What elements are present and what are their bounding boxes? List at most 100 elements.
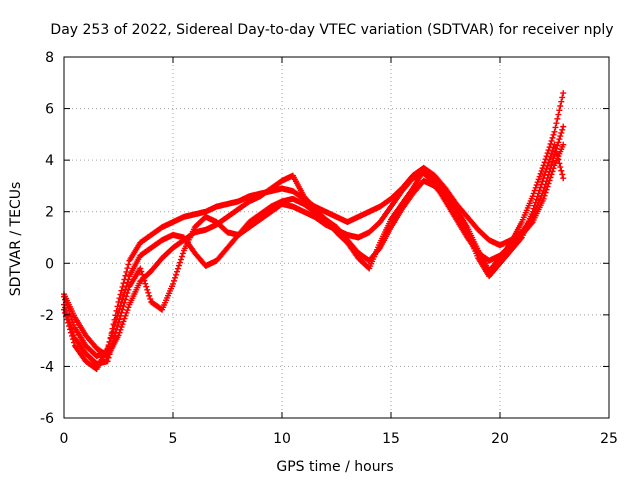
- data-point: [547, 153, 554, 160]
- y-tick-label: -6: [40, 411, 54, 427]
- data-point: [559, 171, 566, 178]
- data-point: [548, 171, 555, 178]
- y-tick-label: 0: [45, 256, 54, 272]
- data-point: [549, 134, 556, 141]
- data-point: [557, 133, 564, 140]
- data-point: [537, 170, 544, 177]
- data-point: [539, 165, 546, 172]
- data-point: [556, 107, 563, 114]
- data-point: [125, 261, 132, 268]
- axis-ticks: 0 5 10 15 20 25 -6 -4 -2 0 2 4 6 8: [40, 50, 618, 447]
- data-point: [68, 332, 75, 339]
- data-point: [547, 174, 554, 181]
- data-point: [550, 165, 557, 172]
- data-point: [452, 207, 459, 214]
- data-point: [118, 324, 125, 331]
- data-point: [560, 90, 567, 97]
- x-tick-label: 5: [169, 431, 178, 447]
- data-point: [538, 167, 545, 174]
- data-point: [558, 129, 565, 136]
- data-point: [142, 280, 149, 287]
- series-satellite-track-4: [61, 141, 567, 373]
- data-point: [559, 126, 566, 133]
- data-point: [119, 296, 126, 303]
- data-point: [118, 299, 125, 306]
- data-point: [545, 159, 552, 166]
- data-point: [69, 336, 76, 343]
- data-point: [137, 265, 144, 272]
- data-point: [111, 322, 118, 329]
- data-point: [538, 181, 545, 188]
- data-point: [116, 329, 123, 336]
- data-point: [105, 342, 112, 349]
- data-point: [534, 179, 541, 186]
- data-point: [555, 156, 562, 163]
- data-point: [557, 102, 564, 109]
- data-point: [555, 111, 562, 118]
- data-point: [560, 175, 567, 182]
- data-point: [560, 141, 567, 148]
- data-point: [556, 136, 563, 143]
- data-point: [544, 183, 551, 190]
- x-axis-label: GPS time / hours: [276, 459, 393, 475]
- data-point: [558, 167, 565, 174]
- data-point: [559, 94, 566, 101]
- data-point: [548, 150, 555, 157]
- data-point: [173, 268, 180, 275]
- data-point: [531, 202, 538, 209]
- plot-frame: [63, 56, 610, 419]
- data-point: [533, 196, 540, 203]
- data-markers: [61, 90, 567, 373]
- data-point: [67, 329, 74, 336]
- data-point: [548, 137, 555, 144]
- data-point: [554, 115, 561, 122]
- data-point: [557, 164, 564, 171]
- x-tick-label: 10: [273, 431, 291, 447]
- data-point: [104, 345, 111, 352]
- data-point: [546, 144, 553, 151]
- data-point: [543, 186, 550, 193]
- data-point: [554, 152, 561, 159]
- data-point: [123, 283, 130, 290]
- data-point: [536, 187, 543, 194]
- x-tick-label: 20: [491, 431, 509, 447]
- data-point: [540, 162, 547, 169]
- y-axis-label: SDTVAR / TECUs: [8, 182, 24, 297]
- data-point: [174, 265, 181, 272]
- data-point: [125, 304, 132, 311]
- x-tick-label: 25: [600, 431, 618, 447]
- data-point: [546, 177, 553, 184]
- data-point: [529, 208, 536, 215]
- data-point: [530, 205, 537, 212]
- data-point: [540, 175, 547, 182]
- data-point: [534, 193, 541, 200]
- data-point: [124, 279, 131, 286]
- data-point: [109, 328, 116, 335]
- data-point: [125, 276, 132, 283]
- data-point: [541, 192, 548, 199]
- data-point: [553, 149, 560, 156]
- data-point: [107, 335, 114, 342]
- data-point: [542, 189, 549, 196]
- data-point: [115, 332, 122, 339]
- data-point: [537, 184, 544, 191]
- data-point: [543, 166, 550, 173]
- data-point: [543, 153, 550, 160]
- data-point: [123, 309, 130, 316]
- data-point: [540, 195, 547, 202]
- data-point: [551, 128, 558, 135]
- data-point: [110, 325, 117, 332]
- data-point: [553, 120, 560, 127]
- data-point: [70, 339, 77, 346]
- data-point: [145, 289, 152, 296]
- data-point: [176, 259, 183, 266]
- data-point: [112, 319, 119, 326]
- data-point: [144, 286, 151, 293]
- data-point: [551, 141, 558, 148]
- data-point: [179, 250, 186, 257]
- data-point: [116, 305, 123, 312]
- data-point: [124, 265, 131, 272]
- data-point: [175, 262, 182, 269]
- data-point: [544, 163, 551, 170]
- data-point: [171, 274, 178, 281]
